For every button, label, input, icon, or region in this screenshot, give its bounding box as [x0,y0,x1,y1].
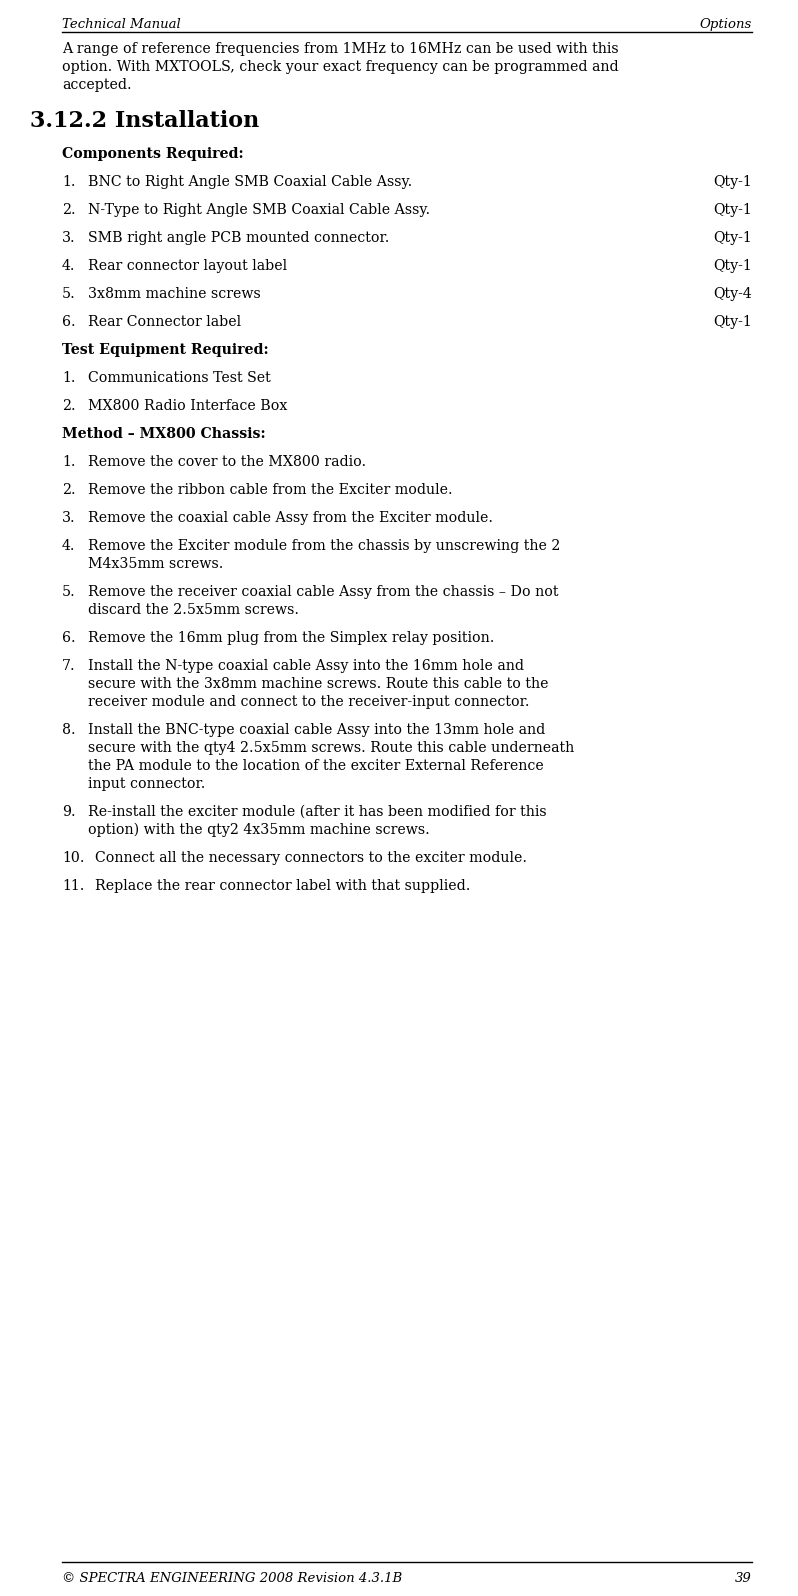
Text: Replace the rear connector label with that supplied.: Replace the rear connector label with th… [95,879,470,894]
Text: SMB right angle PCB mounted connector.: SMB right angle PCB mounted connector. [88,231,389,246]
Text: accepted.: accepted. [62,78,132,93]
Text: Remove the 16mm plug from the Simplex relay position.: Remove the 16mm plug from the Simplex re… [88,630,495,645]
Text: 3.: 3. [62,511,76,525]
Text: Qty-1: Qty-1 [713,203,752,217]
Text: Install the N-type coaxial cable Assy into the 16mm hole and: Install the N-type coaxial cable Assy in… [88,659,524,674]
Text: input connector.: input connector. [88,777,205,792]
Text: Communications Test Set: Communications Test Set [88,370,271,385]
Text: 1.: 1. [62,176,76,188]
Text: 1.: 1. [62,455,76,469]
Text: 3.: 3. [62,231,76,246]
Text: Remove the Exciter module from the chassis by unscrewing the 2: Remove the Exciter module from the chass… [88,539,560,552]
Text: Test Equipment Required:: Test Equipment Required: [62,343,269,358]
Text: Re-install the exciter module (after it has been modified for this: Re-install the exciter module (after it … [88,804,547,819]
Text: Options: Options [700,18,752,30]
Text: Rear connector layout label: Rear connector layout label [88,259,287,273]
Text: Install the BNC-type coaxial cable Assy into the 13mm hole and: Install the BNC-type coaxial cable Assy … [88,723,545,737]
Text: 5.: 5. [62,287,76,302]
Text: 11.: 11. [62,879,85,894]
Text: 39: 39 [735,1572,752,1585]
Text: Components Required:: Components Required: [62,147,243,161]
Text: 3.12.2 Installation: 3.12.2 Installation [30,110,259,132]
Text: 2.: 2. [62,484,76,496]
Text: option) with the qty2 4x35mm machine screws.: option) with the qty2 4x35mm machine scr… [88,824,430,838]
Text: Connect all the necessary connectors to the exciter module.: Connect all the necessary connectors to … [95,851,527,865]
Text: 3x8mm machine screws: 3x8mm machine screws [88,287,261,302]
Text: M4x35mm screws.: M4x35mm screws. [88,557,223,571]
Text: secure with the 3x8mm machine screws. Route this cable to the: secure with the 3x8mm machine screws. Ro… [88,677,548,691]
Text: 5.: 5. [62,586,76,598]
Text: Qty-1: Qty-1 [713,231,752,246]
Text: 9.: 9. [62,804,76,819]
Text: N-Type to Right Angle SMB Coaxial Cable Assy.: N-Type to Right Angle SMB Coaxial Cable … [88,203,430,217]
Text: 6.: 6. [62,314,76,329]
Text: 1.: 1. [62,370,76,385]
Text: Remove the coaxial cable Assy from the Exciter module.: Remove the coaxial cable Assy from the E… [88,511,493,525]
Text: 2.: 2. [62,203,76,217]
Text: Remove the receiver coaxial cable Assy from the chassis – Do not: Remove the receiver coaxial cable Assy f… [88,586,559,598]
Text: 7.: 7. [62,659,76,674]
Text: A range of reference frequencies from 1MHz to 16MHz can be used with this: A range of reference frequencies from 1M… [62,41,618,56]
Text: Remove the cover to the MX800 radio.: Remove the cover to the MX800 radio. [88,455,366,469]
Text: Technical Manual: Technical Manual [62,18,181,30]
Text: BNC to Right Angle SMB Coaxial Cable Assy.: BNC to Right Angle SMB Coaxial Cable Ass… [88,176,413,188]
Text: Remove the ribbon cable from the Exciter module.: Remove the ribbon cable from the Exciter… [88,484,452,496]
Text: discard the 2.5x5mm screws.: discard the 2.5x5mm screws. [88,603,299,618]
Text: © SPECTRA ENGINEERING 2008 Revision 4.3.1B: © SPECTRA ENGINEERING 2008 Revision 4.3.… [62,1572,402,1585]
Text: option. With MXTOOLS, check your exact frequency can be programmed and: option. With MXTOOLS, check your exact f… [62,61,618,73]
Text: secure with the qty4 2.5x5mm screws. Route this cable underneath: secure with the qty4 2.5x5mm screws. Rou… [88,741,575,755]
Text: 4.: 4. [62,539,76,552]
Text: Qty-4: Qty-4 [713,287,752,302]
Text: 2.: 2. [62,399,76,413]
Text: Method – MX800 Chassis:: Method – MX800 Chassis: [62,428,266,440]
Text: the PA module to the location of the exciter External Reference: the PA module to the location of the exc… [88,760,543,772]
Text: MX800 Radio Interface Box: MX800 Radio Interface Box [88,399,287,413]
Text: 6.: 6. [62,630,76,645]
Text: Qty-1: Qty-1 [713,176,752,188]
Text: 8.: 8. [62,723,76,737]
Text: Qty-1: Qty-1 [713,314,752,329]
Text: 4.: 4. [62,259,76,273]
Text: receiver module and connect to the receiver-input connector.: receiver module and connect to the recei… [88,694,530,709]
Text: 10.: 10. [62,851,85,865]
Text: Rear Connector label: Rear Connector label [88,314,241,329]
Text: Qty-1: Qty-1 [713,259,752,273]
